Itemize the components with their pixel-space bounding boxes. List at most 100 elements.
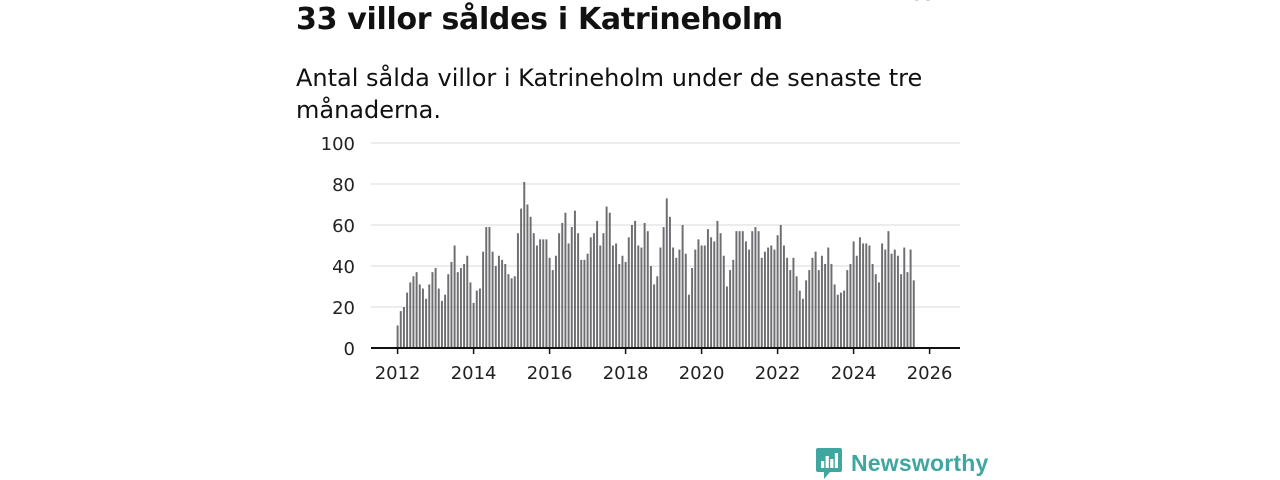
bar	[425, 298, 428, 348]
bar	[643, 222, 646, 348]
bar	[523, 181, 526, 348]
bar	[716, 220, 719, 348]
bar	[827, 247, 830, 348]
bar	[877, 282, 880, 348]
bar	[839, 292, 842, 348]
y-tick-label: 60	[332, 216, 355, 237]
bar	[735, 231, 738, 348]
bar	[808, 270, 811, 348]
bar	[621, 255, 624, 348]
bar	[510, 278, 513, 348]
bar	[447, 274, 450, 348]
bar	[444, 294, 447, 348]
bar	[649, 266, 652, 348]
bar	[637, 245, 640, 348]
bar	[843, 290, 846, 348]
bar	[627, 237, 630, 348]
bar	[570, 227, 573, 348]
bar	[792, 257, 795, 348]
y-tick-label: 20	[332, 298, 355, 319]
newsworthy-brand[interactable]: Newsworthy	[815, 446, 988, 480]
bar	[801, 298, 804, 348]
bar	[675, 257, 678, 348]
bar	[415, 272, 418, 348]
bar	[548, 257, 551, 348]
bar	[763, 251, 766, 348]
bar	[456, 272, 459, 348]
bar	[909, 249, 912, 348]
bar	[836, 294, 839, 348]
bar	[450, 261, 453, 348]
x-tick-label: 2012	[375, 363, 421, 384]
bar	[434, 268, 437, 348]
bar	[653, 284, 656, 348]
bar	[558, 233, 561, 348]
axes	[371, 347, 960, 354]
bar	[725, 286, 728, 348]
bar	[583, 259, 586, 348]
bar	[535, 245, 538, 348]
bar	[665, 198, 668, 348]
bar	[611, 245, 614, 348]
x-tick-label: 2014	[451, 363, 497, 384]
bar	[817, 270, 820, 348]
bar	[516, 233, 519, 348]
bar	[501, 259, 504, 348]
bar	[776, 235, 779, 348]
bar	[732, 259, 735, 348]
x-tick-label: 2022	[755, 363, 801, 384]
bar	[678, 249, 681, 348]
bar	[729, 270, 732, 348]
bar	[710, 237, 713, 348]
bar	[520, 208, 523, 348]
bar	[849, 263, 852, 348]
bar	[412, 276, 415, 348]
bar	[586, 253, 589, 348]
bar	[485, 227, 488, 348]
bar	[868, 245, 871, 348]
bar	[767, 247, 770, 348]
x-tick-label: 2026	[907, 363, 953, 384]
bar	[497, 255, 500, 348]
bar	[830, 263, 833, 348]
bar	[786, 257, 789, 348]
x-tick-label: 2016	[527, 363, 573, 384]
bar	[846, 270, 849, 348]
bar	[672, 247, 675, 348]
bar	[580, 259, 583, 348]
bar	[874, 274, 877, 348]
bar	[466, 255, 469, 348]
bar	[694, 249, 697, 348]
bar	[662, 227, 665, 348]
bar	[811, 257, 814, 348]
bar	[681, 225, 684, 348]
bar	[605, 206, 608, 348]
bar	[428, 284, 431, 348]
bar	[779, 225, 782, 348]
bar	[608, 212, 611, 348]
bar	[754, 227, 757, 348]
bar	[488, 227, 491, 348]
bar	[691, 268, 694, 348]
bar	[507, 274, 510, 348]
bar	[589, 237, 592, 348]
bar	[890, 253, 893, 348]
x-tick-label: 2024	[831, 363, 877, 384]
y-tick-label: 0	[344, 339, 355, 360]
bar	[472, 302, 475, 348]
bar	[700, 245, 703, 348]
bar	[440, 300, 443, 348]
bar	[634, 220, 637, 348]
bar	[824, 263, 827, 348]
bar	[396, 325, 399, 348]
x-tick-label: 2018	[603, 363, 649, 384]
bar	[504, 263, 507, 348]
bar	[402, 307, 405, 348]
bar	[409, 282, 412, 348]
bar	[789, 270, 792, 348]
bar	[906, 272, 909, 348]
bar	[545, 239, 548, 348]
bar	[646, 231, 649, 348]
bar	[596, 220, 599, 348]
bar	[526, 204, 529, 348]
